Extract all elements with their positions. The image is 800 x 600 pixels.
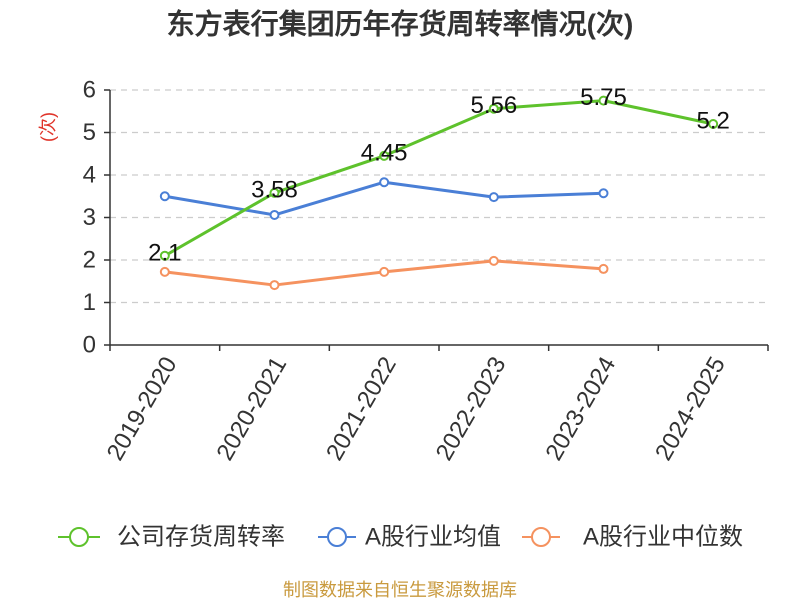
data-label: 2.1 — [148, 239, 181, 266]
data-point — [598, 95, 609, 106]
y-axis-label: (次) — [38, 112, 58, 142]
legend-circle-icon — [69, 527, 89, 547]
x-tick-label: 2024-2025 — [650, 352, 731, 465]
data-label: 5.56 — [470, 92, 517, 119]
x-tick-label: 2019-2020 — [102, 352, 183, 465]
data-label: 3.58 — [251, 176, 298, 203]
data-point — [379, 150, 390, 161]
data-point — [269, 280, 280, 291]
series: 2.1 3.58 4.45 5.56 5.75 5.2 — [148, 84, 730, 291]
y-tick-label: 3 — [83, 204, 96, 231]
data-point — [159, 266, 170, 277]
data-label: 4.45 — [361, 139, 408, 166]
data-point — [159, 250, 170, 261]
data-point — [488, 103, 499, 114]
x-tick-label: 2023-2024 — [540, 352, 621, 465]
data-point — [379, 177, 390, 188]
axes: 0 1 2 3 4 5 6 2019-2020 2020-2021 2021-2022 2022-2… — [83, 77, 769, 465]
data-label: 5.75 — [580, 84, 627, 111]
data-point — [488, 192, 499, 203]
y-tick-label: 5 — [83, 119, 96, 146]
legend: 公司存货周转率 A股行业均值 A股行业中位数 — [58, 524, 743, 551]
y-tick-label: 2 — [83, 247, 96, 274]
data-point — [379, 266, 390, 277]
legend-label: A股行业均值 — [365, 524, 501, 551]
y-tick-label: 1 — [83, 289, 96, 316]
legend-circle-icon — [531, 527, 551, 547]
legend-label: A股行业中位数 — [583, 524, 743, 551]
y-tick-label: 4 — [83, 162, 96, 189]
data-point — [708, 119, 719, 129]
data-label: 5.2 — [696, 108, 729, 135]
x-tick-label: 2020-2021 — [211, 352, 292, 465]
legend-label: 公司存货周转率 — [117, 524, 285, 551]
y-tick-label: 0 — [83, 332, 96, 359]
data-point — [488, 255, 499, 266]
data-point — [269, 187, 280, 198]
series-line — [164, 99, 714, 258]
grid — [110, 89, 768, 304]
x-tick-label: 2021-2022 — [321, 352, 402, 465]
legend-circle-icon — [327, 527, 347, 547]
legend-item-industry-median[interactable]: A股行业中位数 — [522, 524, 743, 551]
data-point — [159, 191, 170, 202]
legend-item-company-turnover[interactable]: 公司存货周转率 — [58, 524, 285, 551]
data-point — [598, 263, 609, 274]
legend-item-industry-mean[interactable]: A股行业均值 — [318, 524, 501, 551]
data-point — [598, 188, 609, 199]
chart-title: 东方表行集团历年存货周转率情况(次) — [167, 8, 634, 40]
source-footer: 制图数据来自恒生聚源数据库 — [283, 580, 517, 600]
y-tick-label: 6 — [83, 77, 96, 104]
x-tick-label: 2022-2023 — [431, 352, 512, 465]
data-point — [269, 209, 280, 220]
